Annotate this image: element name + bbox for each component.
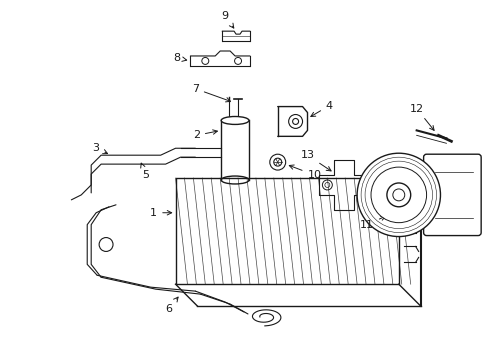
Ellipse shape	[221, 117, 248, 125]
Text: 7: 7	[191, 84, 230, 102]
Text: 8: 8	[173, 53, 186, 63]
Text: 9: 9	[221, 11, 233, 28]
Text: 4: 4	[310, 100, 332, 117]
Circle shape	[386, 183, 410, 207]
Text: 12: 12	[409, 104, 433, 130]
Circle shape	[370, 167, 426, 223]
FancyBboxPatch shape	[423, 154, 480, 235]
Text: 11: 11	[359, 216, 385, 230]
Text: 5: 5	[141, 163, 149, 180]
Text: 1: 1	[150, 208, 171, 218]
Text: 3: 3	[92, 143, 107, 154]
Circle shape	[356, 153, 440, 237]
Text: 13: 13	[300, 150, 330, 171]
Text: 6: 6	[165, 297, 178, 314]
Text: 10: 10	[289, 165, 321, 180]
Text: 2: 2	[192, 130, 217, 140]
